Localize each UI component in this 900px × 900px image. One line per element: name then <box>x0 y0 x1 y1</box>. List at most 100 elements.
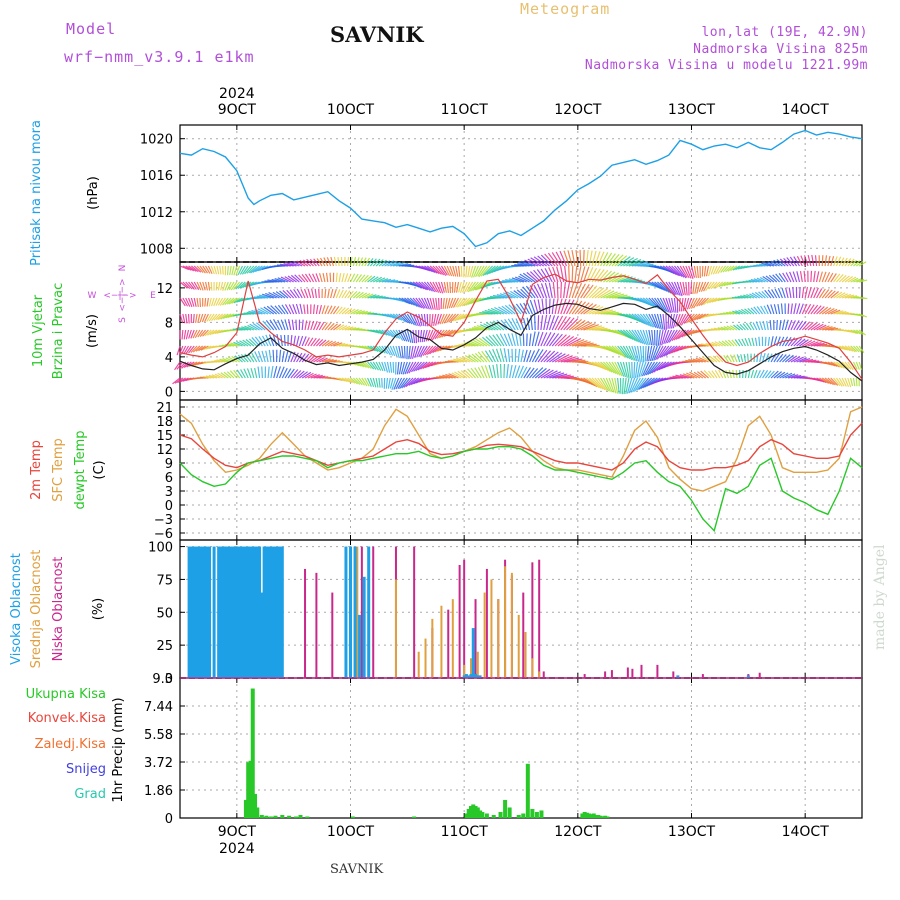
wind-barb <box>293 352 299 363</box>
wind-barb <box>521 260 536 267</box>
y-tick-label: 1016 <box>140 169 173 184</box>
wind-barb <box>181 361 189 369</box>
wind-barb <box>301 274 309 283</box>
wind-barb <box>729 311 738 315</box>
wind-barb <box>396 361 400 375</box>
wind-barb <box>179 297 186 307</box>
cloud-low-bar <box>522 592 525 678</box>
wind-barb <box>478 265 488 278</box>
wind-barb <box>367 257 374 267</box>
wind-barb <box>304 320 308 331</box>
cloud-high-bar <box>476 675 480 678</box>
wind-barb <box>312 304 316 315</box>
wind-barb <box>790 337 799 347</box>
wind-barb <box>580 284 590 299</box>
precip-bar <box>468 805 473 818</box>
wind-barb <box>858 329 866 336</box>
cloud-high-bar <box>196 546 200 678</box>
wind-barb <box>668 297 674 313</box>
wind-barb <box>733 324 741 331</box>
precip-legend-label: Grad <box>74 787 106 802</box>
precip-bar <box>255 807 260 818</box>
wind-barb <box>623 257 638 267</box>
wind-barb <box>597 289 612 299</box>
cloud-mid-bar <box>483 592 486 678</box>
wind-barb <box>844 294 855 299</box>
wind-barb <box>582 266 590 283</box>
wind-barb <box>503 333 511 347</box>
wind-barb <box>656 297 667 312</box>
wind-barb <box>330 305 336 315</box>
wind-barb <box>197 313 201 323</box>
wind-barb <box>485 336 496 347</box>
wind-barb <box>632 377 641 393</box>
wind-barb <box>409 313 417 326</box>
wind-barb <box>277 304 286 315</box>
wind-barb <box>284 351 289 363</box>
wind-barb <box>603 311 619 315</box>
wind-barb <box>537 331 544 347</box>
wind-barb <box>293 370 302 379</box>
wind-barb <box>564 265 568 283</box>
wind-barb <box>440 281 445 293</box>
wind-barb <box>643 361 653 376</box>
wind-barb <box>555 251 565 267</box>
wind-barb <box>392 262 404 267</box>
wind-barb <box>723 281 732 287</box>
wind-barb <box>287 351 292 363</box>
wind-barb <box>637 263 654 267</box>
cloud-high-bar <box>201 546 205 678</box>
wind-barb <box>566 318 579 331</box>
wind-barb <box>182 297 189 307</box>
wind-barb <box>422 361 434 369</box>
wind-barb <box>188 281 195 290</box>
wind-barb <box>296 370 305 379</box>
wind-barb <box>228 297 238 305</box>
wind-barb <box>378 377 381 388</box>
wind-barb <box>416 345 423 358</box>
wind-barb <box>721 340 729 347</box>
wind-barb <box>294 274 303 283</box>
wind-barb <box>536 269 548 283</box>
wind-barb <box>439 313 445 325</box>
wind-barb <box>480 265 491 277</box>
wind-barb <box>543 370 558 379</box>
wind-barb <box>818 271 823 283</box>
wind-barb <box>199 281 204 291</box>
wind-barb <box>441 329 451 338</box>
wind-barb <box>523 367 532 379</box>
cloud-mid-bar <box>510 572 513 678</box>
wind-barb <box>813 305 822 315</box>
wind-barb <box>210 265 215 275</box>
wind-barb <box>481 350 491 363</box>
wind-barb <box>220 281 224 291</box>
wind-barb <box>448 373 459 379</box>
precip-bar <box>503 799 508 818</box>
wind-barb <box>778 273 786 283</box>
wind-barb <box>418 313 423 327</box>
cloud-low-bar <box>583 674 586 678</box>
wind-barb <box>482 336 493 347</box>
wind-barb <box>716 355 724 363</box>
wind-barb <box>347 256 350 267</box>
wind-barb <box>402 361 408 375</box>
wind-barb <box>782 372 793 379</box>
wind-barb <box>773 353 780 363</box>
wind-barb <box>369 361 377 370</box>
wind-barb <box>401 297 413 306</box>
wind-barb <box>852 361 858 370</box>
cloud-high-bar <box>353 546 357 678</box>
y-tick-label: 9 <box>165 457 173 472</box>
wind-barb <box>207 281 211 291</box>
wind-barb <box>375 259 384 267</box>
wind-barb <box>418 345 425 358</box>
wind-barb <box>600 290 615 299</box>
wind-barb <box>203 345 212 351</box>
wind-barb <box>571 282 579 299</box>
wind-barb <box>195 313 198 323</box>
wind-barb <box>764 370 772 379</box>
wind-barb <box>708 370 715 379</box>
wind-barb <box>220 313 229 320</box>
wind-barb <box>372 258 381 267</box>
wind-barb <box>663 329 670 345</box>
